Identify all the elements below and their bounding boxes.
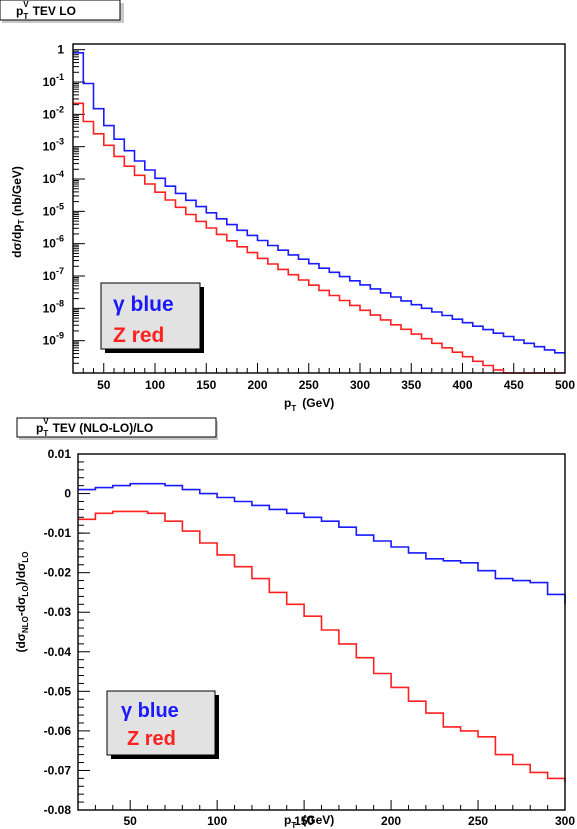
chart-bottom-legend-z: Z red — [127, 728, 176, 750]
y-tick-label: -0.02 — [44, 566, 72, 580]
x-tick-label: 150 — [294, 814, 314, 828]
chart-bottom: pTV TEV (NLO-LO)/LO (dσNLO-dσLO)/dσLO 0.0… — [14, 417, 575, 829]
y-tick-label: 0 — [64, 487, 71, 501]
x-tick-label: 300 — [350, 378, 370, 392]
y-tick-label: 10-1 — [43, 72, 64, 89]
chart-bottom-title-frame — [16, 417, 217, 438]
y-tick-label: 10-5 — [43, 201, 64, 218]
chart-bottom-y-tick-labels: 0.01 0 -0.01 -0.02 -0.03 -0.04 -0.05 -0.06 -0.07… — [44, 447, 72, 817]
chart-top-title: pTV TEV LO — [16, 0, 76, 21]
chart-top-title-box: pTV TEV LO — [0, 0, 124, 23]
chart-bottom-x-tick-labels: 50 100 150 200 250 300 — [123, 814, 575, 828]
chart-bottom-title: pTV TEV (NLO-LO)/LO — [36, 417, 153, 438]
y-tick-label: -0.01 — [44, 526, 72, 540]
x-tick-label: 200 — [247, 378, 267, 392]
y-tick-label: 0.01 — [48, 447, 72, 461]
chart-top-legend-z: Z red — [113, 324, 164, 347]
y-tick-label: -0.07 — [44, 763, 72, 777]
series-gamma-line — [78, 482, 566, 605]
chart-top-series — [73, 52, 565, 374]
chart-top: pTV TEV LO dσ/dpT (nb/GeV) 110-110-210-31… — [0, 0, 575, 413]
y-tick-label: -0.03 — [44, 605, 72, 619]
y-tick-label: 10-4 — [43, 169, 64, 186]
chart-top-y-axis-label: dσ/dpT (nb/GeV) — [10, 166, 26, 258]
chart-top-legend-gamma: γ blue — [113, 293, 174, 316]
y-tick-label: 10-8 — [43, 298, 64, 315]
chart-bottom-legend-frame — [106, 690, 216, 756]
chart-bottom-plot-frame — [77, 453, 566, 811]
y-tick-label: 1 — [57, 43, 64, 57]
x-tick-label: 350 — [401, 378, 421, 392]
y-tick-label: 10-6 — [43, 234, 64, 251]
series-z-line — [78, 510, 566, 783]
chart-top-title-frame — [0, 0, 121, 21]
x-tick-label: 500 — [555, 378, 575, 392]
x-tick-label: 50 — [123, 814, 137, 828]
x-tick-label: 100 — [207, 814, 227, 828]
x-tick-label: 150 — [196, 378, 216, 392]
y-tick-label: 10-7 — [43, 266, 64, 283]
x-tick-label: 400 — [452, 378, 472, 392]
chart-bottom-x-axis-label: pT (GeV) — [284, 813, 334, 829]
x-tick-label: 250 — [299, 378, 319, 392]
y-tick-label: -0.08 — [44, 803, 72, 817]
chart-bottom-legend: γ blue Z red — [106, 690, 219, 759]
y-tick-label: 10-3 — [43, 137, 64, 154]
chart-bottom-ticks — [78, 453, 566, 811]
chart-top-legend-frame — [100, 282, 201, 350]
x-tick-label: 100 — [145, 378, 165, 392]
x-tick-label: 200 — [381, 814, 401, 828]
chart-bottom-y-axis-label: (dσNLO-dσLO)/dσLO — [14, 551, 30, 652]
y-tick-label: -0.05 — [44, 684, 72, 698]
chart-bottom-series — [78, 482, 566, 783]
x-tick-label: 450 — [504, 378, 524, 392]
chart-top-x-tick-labels: 50 100 150 200 250 300 350 400 450 500 — [97, 378, 575, 392]
y-tick-label: -0.06 — [44, 724, 72, 738]
y-tick-label: 10-9 — [43, 331, 64, 348]
x-tick-label: 300 — [555, 814, 575, 828]
chart-top-x-axis-label: pT (GeV) — [284, 396, 334, 413]
series-gamma-line — [73, 52, 565, 354]
chart-top-y-tick-labels: 1 10-1 10-2 10-3 10-4 10-5 10-6 10-7 10-8 10-9 — [43, 43, 65, 348]
chart-bottom-title-box: pTV TEV (NLO-LO)/LO — [16, 417, 218, 440]
x-tick-label: 250 — [468, 814, 488, 828]
x-tick-label: 50 — [97, 378, 111, 392]
chart-bottom-legend-gamma: γ blue — [121, 700, 179, 722]
y-tick-label: -0.04 — [44, 645, 72, 659]
series-z-line — [73, 102, 565, 374]
chart-top-legend: γ blue Z red — [100, 282, 204, 353]
chart-top-plot-frame — [72, 43, 566, 374]
y-tick-label: 10-2 — [43, 104, 64, 121]
